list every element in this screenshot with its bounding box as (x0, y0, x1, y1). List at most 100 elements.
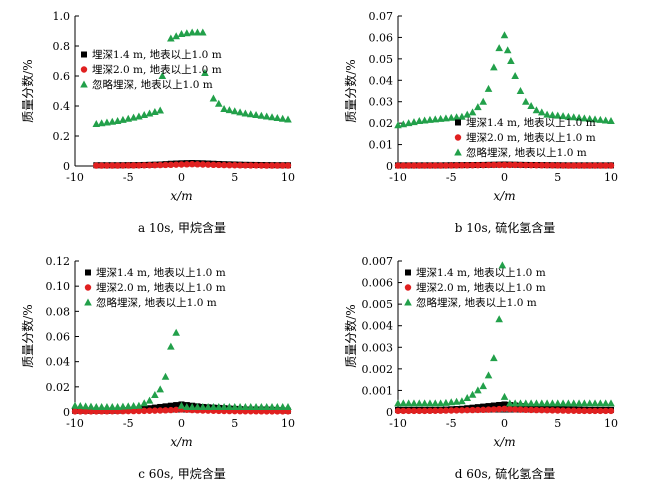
data-point (109, 162, 116, 169)
data-point (522, 399, 530, 407)
data-point (394, 407, 402, 415)
data-point (559, 162, 567, 169)
data-point (220, 402, 228, 410)
data-point (156, 106, 164, 114)
data-point (585, 399, 594, 407)
data-point (485, 403, 492, 410)
data-point (432, 162, 439, 169)
data-point (437, 407, 444, 414)
panel-caption: a 10s, 甲烷含量 (138, 220, 226, 235)
data-point (532, 106, 541, 114)
x-tick-label: 10 (604, 171, 618, 184)
data-point (527, 161, 535, 169)
data-point (210, 161, 217, 168)
data-point (225, 402, 234, 410)
data-point (193, 28, 202, 36)
x-tick-label: 0 (501, 417, 508, 430)
data-point (517, 161, 524, 169)
y-tick-label: 0.006 (362, 277, 394, 290)
data-point (252, 402, 260, 410)
data-point (453, 162, 460, 169)
data-point (522, 406, 529, 414)
x-tick-label: -5 (446, 171, 457, 184)
data-point (161, 372, 170, 380)
data-point (231, 162, 238, 169)
y-axis-label: 质量分数/% (343, 59, 358, 122)
data-point (151, 161, 159, 169)
data-point (570, 407, 577, 414)
data-point (601, 399, 610, 407)
data-point (500, 31, 509, 39)
data-point (416, 162, 423, 169)
data-point (437, 162, 444, 169)
data-point (442, 114, 450, 122)
data-point (416, 407, 423, 415)
legend-marker (454, 134, 462, 141)
data-point (394, 399, 402, 407)
data-point (597, 407, 604, 415)
data-point (602, 162, 609, 169)
data-point (581, 407, 588, 415)
data-point (167, 402, 174, 409)
data-point (199, 402, 207, 410)
legend: 埋深1.4 m, 地表以上1.0 m 埋深2.0 m, 地表以上1.0 m 忽略埋深… (454, 116, 596, 159)
y-axis-label: 质量分数/% (343, 304, 358, 367)
data-point (474, 103, 482, 111)
data-point (479, 382, 487, 390)
y-tick-label: 0.07 (369, 10, 394, 23)
data-point (92, 402, 101, 410)
data-point (241, 109, 250, 117)
y-axis-label: 质量分数/% (20, 304, 35, 367)
data-point (273, 402, 282, 410)
data-point (135, 162, 143, 169)
data-point (543, 407, 551, 414)
data-point (145, 396, 154, 404)
data-point (114, 162, 121, 169)
data-point (252, 162, 260, 169)
data-point (480, 406, 487, 414)
data-point (183, 29, 191, 37)
data-point (405, 162, 412, 169)
data-point (527, 102, 535, 109)
series-triangle (394, 31, 615, 129)
data-point (113, 402, 122, 410)
legend-label: 埋深1.4 m, 地表以上1.0 m (466, 116, 596, 129)
data-point (410, 399, 418, 407)
data-point (220, 105, 228, 112)
series-circle (394, 405, 615, 415)
legend-marker (80, 80, 88, 88)
y-tick-label: 0.005 (362, 298, 394, 311)
data-point (452, 397, 461, 405)
data-point (458, 397, 466, 405)
data-point (263, 162, 270, 169)
data-point (273, 114, 282, 121)
data-point (268, 113, 276, 121)
data-point (103, 402, 111, 410)
data-point (157, 407, 164, 414)
data-point (183, 161, 191, 168)
x-axis-label: x/m (170, 189, 192, 203)
data-point (236, 402, 244, 410)
x-tick-label: 10 (281, 417, 295, 430)
data-point (501, 405, 508, 412)
data-point (522, 403, 529, 410)
data-point (501, 401, 508, 408)
data-point (569, 113, 578, 121)
data-point (533, 406, 540, 414)
data-point (220, 161, 228, 169)
y-tick-label: 0.06 (369, 31, 394, 44)
y-tick-label: 0.002 (362, 363, 394, 376)
chart-panel-1: 0 0.2 0.4 0.6 0.8 1.0 -10 -5 0 5 10 x/m 质量分数/% a 10s,… (20, 10, 295, 235)
data-point (188, 28, 196, 36)
data-point (586, 162, 593, 169)
x-tick-label: 0 (178, 171, 185, 184)
data-point (479, 97, 487, 105)
legend-marker (81, 51, 87, 58)
y-tick-label: 0.003 (362, 341, 394, 354)
data-point (565, 407, 572, 414)
data-point (480, 403, 487, 410)
data-point (247, 162, 254, 169)
data-point (448, 407, 455, 414)
data-point (426, 399, 434, 407)
data-point (495, 315, 503, 323)
